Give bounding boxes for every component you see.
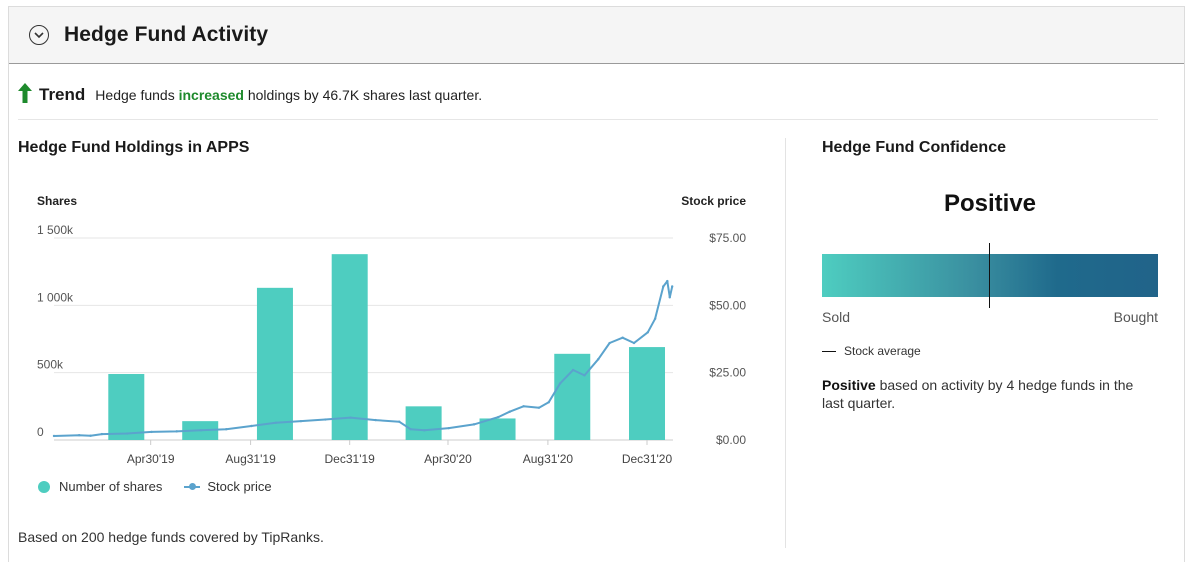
left-tick-label: 1 500k	[37, 223, 74, 237]
shares-bar	[554, 353, 591, 440]
confidence-title: Hedge Fund Confidence	[822, 139, 1006, 156]
x-tick-label: Aug31'19	[225, 452, 276, 466]
stock-price-point	[299, 419, 303, 423]
right-tick-label: $75.00	[709, 231, 746, 245]
panel-header[interactable]: Hedge Fund Activity	[9, 7, 1184, 64]
confidence-desc-rest: based on activity by 4 hedge funds in th…	[822, 377, 1134, 411]
stock-price-point	[89, 434, 92, 437]
legend-swatch-price	[184, 483, 201, 490]
section-divider	[785, 138, 786, 548]
stock-price-point	[175, 430, 178, 433]
left-tick-label: 500k	[37, 358, 64, 372]
stock-price-point	[653, 317, 657, 320]
stock-price-point	[77, 433, 81, 437]
legend-item-shares[interactable]: Number of shares	[38, 479, 162, 494]
stock-price-point	[409, 428, 412, 431]
panel-title: Hedge Fund Activity	[64, 23, 269, 46]
stock-price-point	[522, 405, 525, 408]
confidence-desc-bold: Positive	[822, 377, 876, 393]
stock-price-point	[447, 426, 450, 430]
stock-price-point	[608, 341, 611, 345]
stock-price-point	[150, 430, 153, 434]
stock-price-point	[349, 416, 352, 419]
hedge-fund-holdings-chart: Shares Stock price 0 $0.00 500k $25.00 1 000k $…	[37, 194, 746, 466]
trend-text-after: holdings by 46.7K shares last quarter.	[247, 86, 483, 103]
stock-price-point	[646, 331, 650, 334]
legend-label-shares: Number of shares	[59, 479, 163, 494]
left-axis-title: Shares	[37, 194, 77, 208]
stock-average-marker	[989, 243, 990, 308]
legend-item-price[interactable]: Stock price	[184, 479, 272, 494]
stock-price-point	[472, 423, 476, 426]
legend-swatch-shares	[38, 480, 50, 493]
x-tick-label: Dec31'20	[622, 452, 673, 466]
shares-bar	[331, 254, 368, 440]
right-tick-label: $50.00	[709, 298, 746, 312]
stock-price-point	[597, 358, 600, 361]
stock-price-point	[250, 424, 253, 428]
x-tick-label: Dec31'19	[325, 452, 376, 466]
gauge-max-label: Bought	[1113, 309, 1158, 325]
trend-row: Trend Hedge funds increased holdings by …	[18, 78, 1158, 120]
stock-price-point	[547, 401, 550, 404]
stock-average-swatch	[822, 350, 836, 352]
holdings-title: Hedge Fund Holdings in APPS	[18, 139, 250, 156]
legend-label-price: Stock price	[207, 479, 272, 494]
stock-price-point	[668, 296, 671, 299]
stock-price-point	[583, 374, 586, 377]
stock-price-point	[558, 382, 562, 385]
trend-text: Hedge funds increased holdings by 46.7K …	[95, 87, 482, 103]
stock-price-point	[508, 410, 511, 413]
holdings-footnote: Based on 200 hedge funds covered by TipR…	[18, 529, 324, 545]
stock-price-point	[662, 285, 665, 288]
x-tick-label: Apr30'19	[127, 452, 175, 466]
stock-price-point	[225, 428, 228, 431]
shares-bar	[629, 347, 666, 440]
stock-price-point	[125, 432, 129, 435]
left-tick-label: 0	[37, 425, 44, 439]
stock-price-point	[537, 406, 541, 409]
stock-price-point	[666, 279, 669, 283]
confidence-value: Positive	[943, 190, 1037, 217]
stock-average-label: Stock average	[844, 344, 921, 358]
stock-price-point	[199, 429, 203, 432]
shares-bar	[405, 406, 442, 440]
stock-price-point	[423, 429, 426, 432]
chevron-down-circle-icon[interactable]	[29, 25, 49, 45]
stock-price-point	[497, 415, 500, 419]
stock-price-point	[324, 418, 327, 421]
chart-legend: Number of shares Stock price	[38, 479, 294, 494]
confidence-gauge	[822, 254, 1158, 297]
trend-highlight: increased	[178, 86, 244, 103]
gauge-min-label: Sold	[822, 309, 851, 325]
left-tick-label: 1 000k	[37, 290, 74, 304]
stock-price-point	[398, 420, 401, 423]
stock-price-point	[670, 285, 674, 288]
stock-price-point	[374, 418, 377, 422]
x-tick-label: Apr30'20	[424, 452, 472, 466]
shares-bar	[108, 374, 145, 440]
stock-price-point	[100, 432, 104, 436]
stock-price-point	[632, 341, 636, 345]
trend-label: Trend	[39, 84, 86, 104]
confidence-description: Positive based on activity by 4 hedge fu…	[822, 376, 1152, 412]
shares-bar	[479, 418, 516, 440]
arrow-up-icon	[18, 82, 32, 103]
stock-price-point	[274, 421, 277, 424]
right-axis-title: Stock price	[681, 194, 746, 208]
stock-price-point	[571, 368, 575, 372]
stock-price-point	[621, 336, 624, 339]
trend-text-before: Hedge funds	[95, 86, 175, 103]
stock-price-point	[52, 434, 56, 438]
right-tick-label: $25.00	[709, 366, 746, 380]
shares-bar	[256, 287, 293, 440]
stock-average-legend: Stock average	[822, 344, 921, 358]
stock-price-line	[53, 280, 674, 437]
right-tick-label: $0.00	[716, 433, 746, 447]
x-tick-label: Aug31'20	[523, 452, 574, 466]
